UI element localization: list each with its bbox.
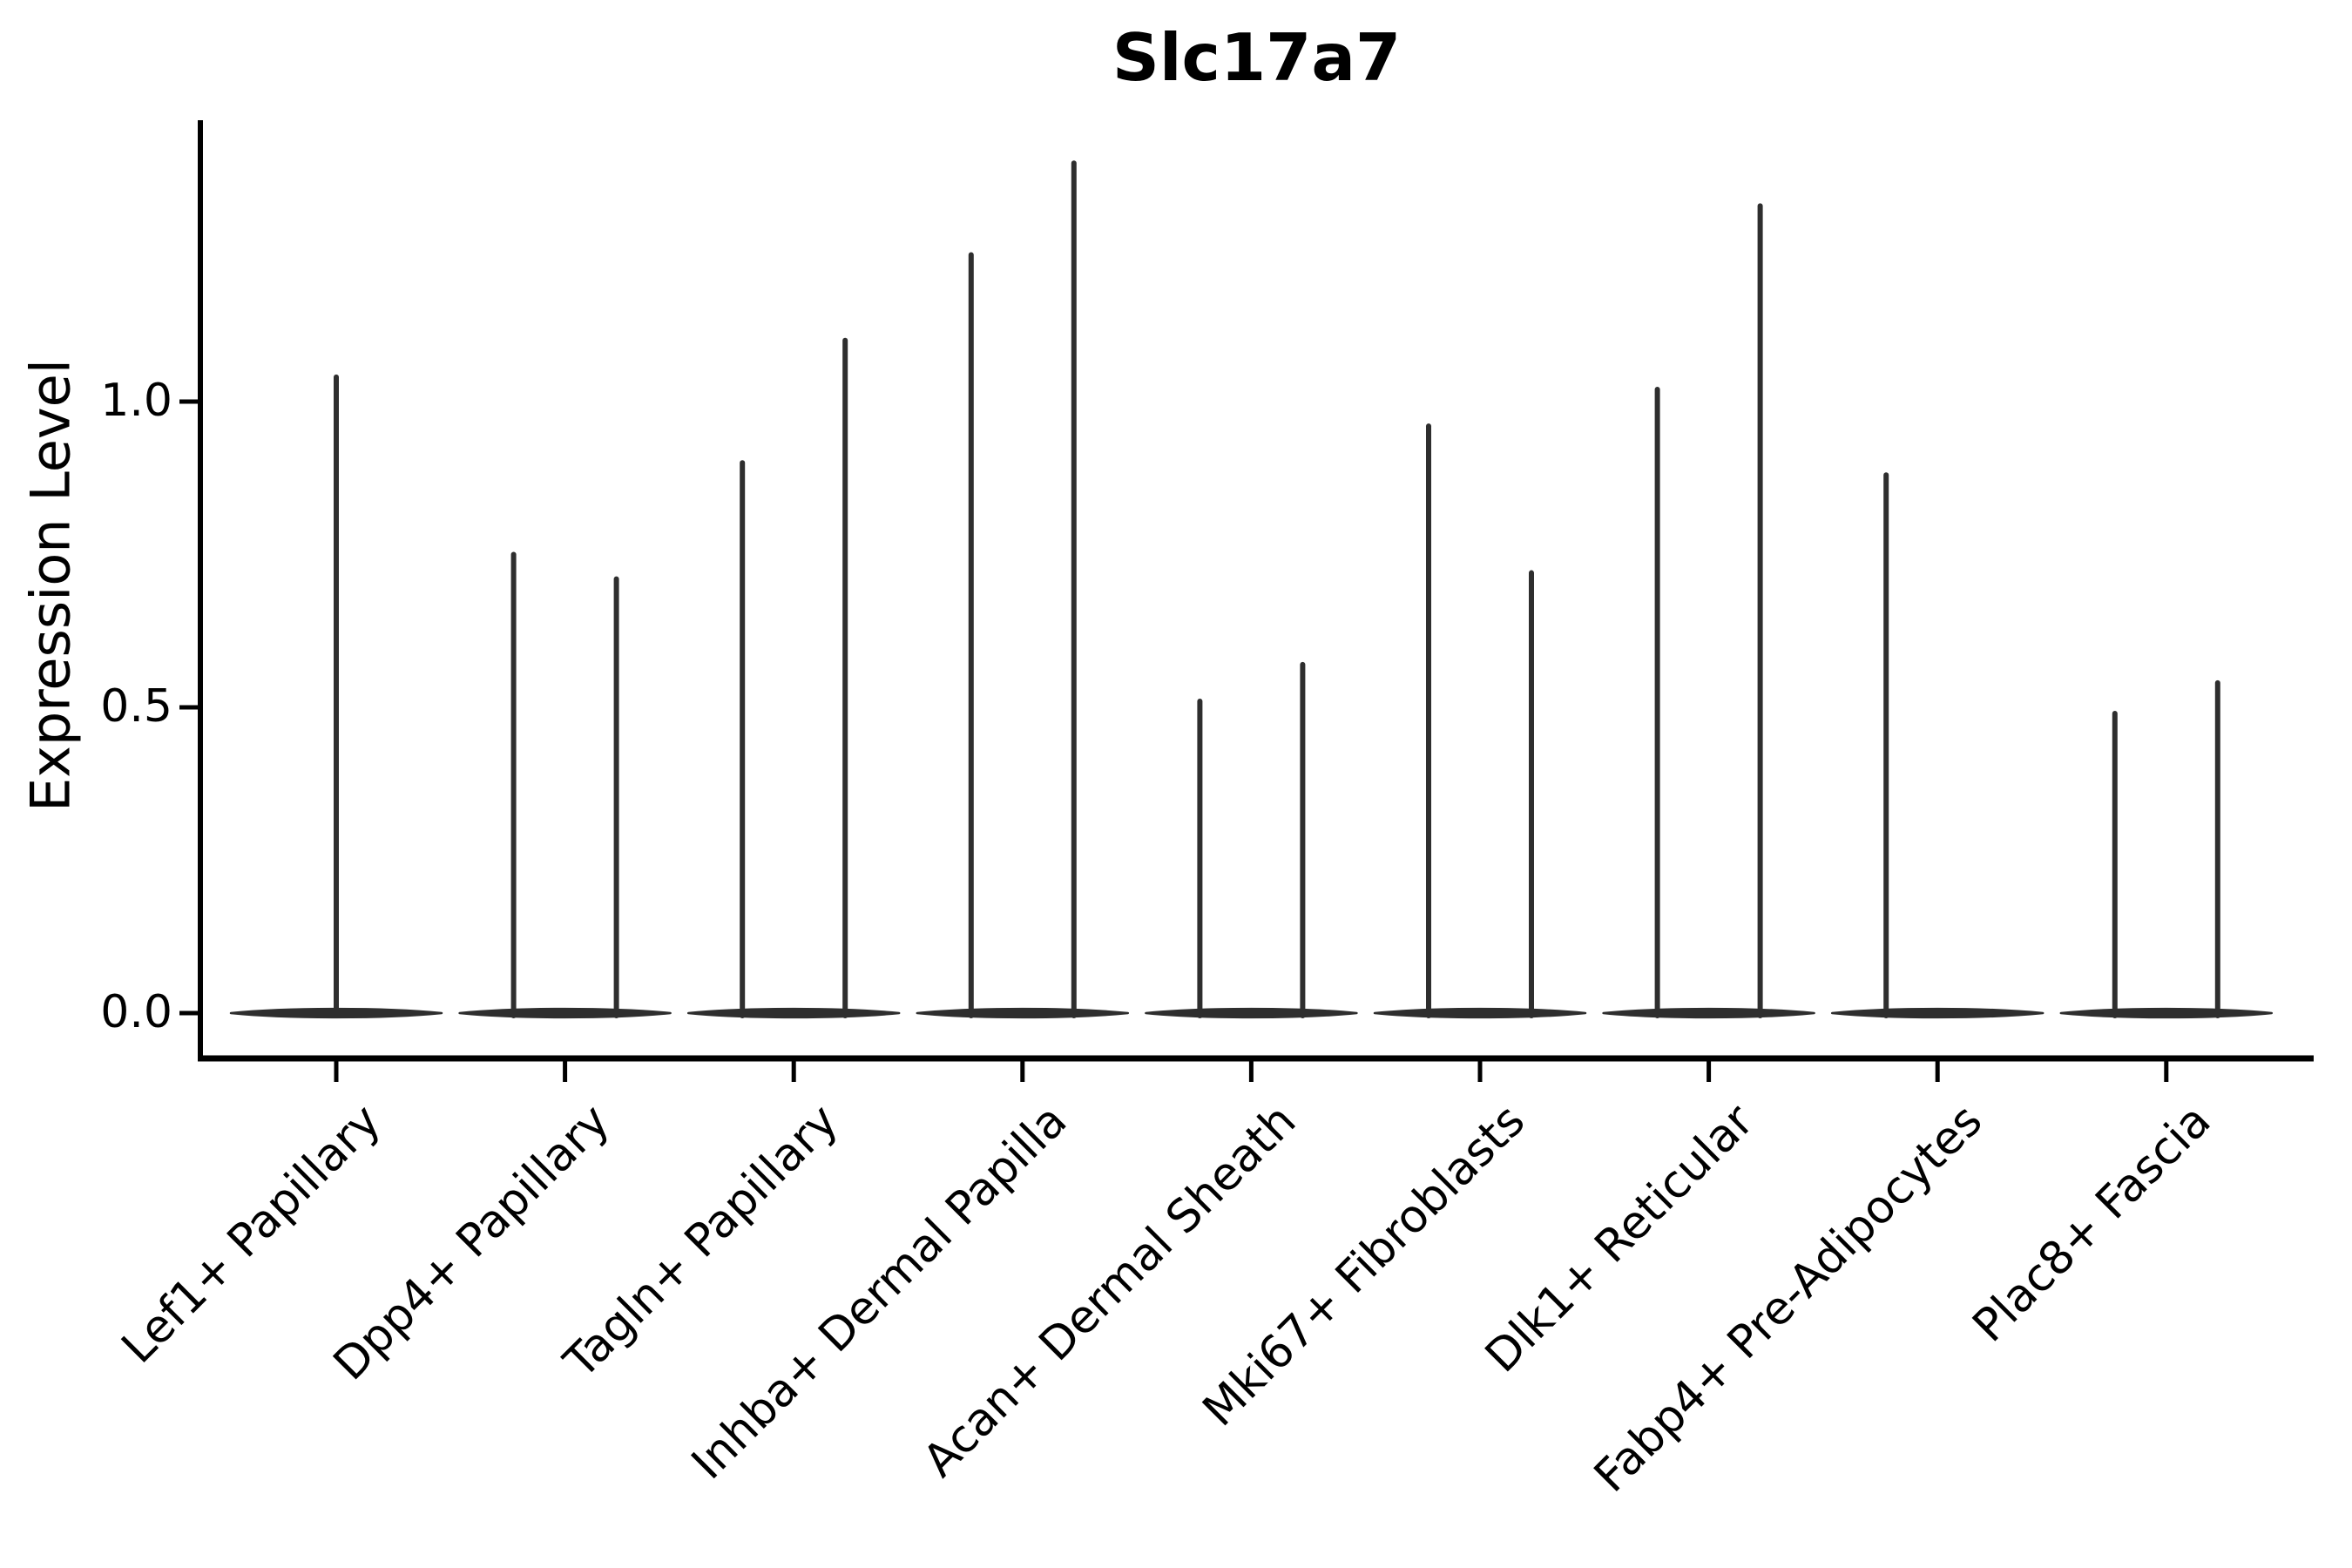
y-tick-label: 0.5 (100, 680, 172, 733)
violin-base (1602, 1007, 1815, 1019)
chart-title: Slc17a7 (1112, 19, 1402, 96)
y-tick-label: 1.0 (100, 375, 172, 427)
violin-base (2059, 1007, 2274, 1019)
violin-base (1145, 1007, 1358, 1019)
violin-base (1830, 1007, 2044, 1019)
violin-base (686, 1007, 901, 1019)
y-tick-label: 0.0 (100, 986, 172, 1038)
violin-base (458, 1007, 672, 1019)
violin-base (1373, 1007, 1587, 1019)
violin-base (916, 1007, 1130, 1019)
